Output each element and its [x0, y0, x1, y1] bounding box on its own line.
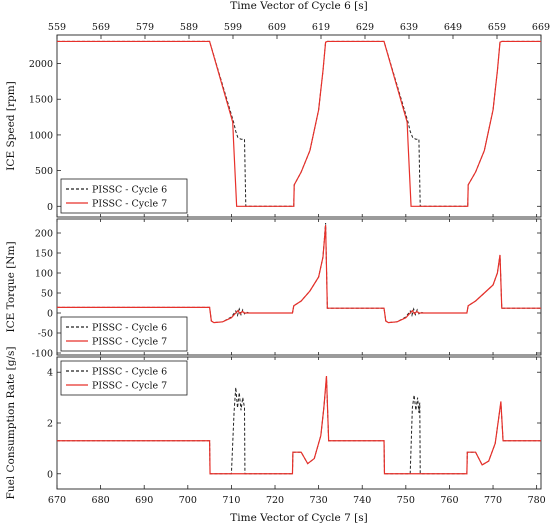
y-axis-title: ICE Torque [Nm]: [5, 241, 17, 332]
y-tick-label: 200: [35, 229, 53, 240]
y-axis-title: Fuel Consumption Rate [g/s]: [5, 347, 17, 500]
legend-label: PISSC - Cycle 6: [92, 185, 167, 196]
y-tick-label: -50: [38, 329, 53, 340]
y-tick-label: 0: [47, 202, 53, 213]
panel-2: -100 -50 0 50 100 150 200 ICE Torque [Nm] PISSC …: [5, 218, 542, 360]
bottom-axis-tick-label: 670: [48, 495, 66, 506]
y-tick-label: 2: [47, 419, 53, 430]
y-tick-label: 100: [35, 269, 53, 280]
bottom-axis-tick-label: 740: [353, 495, 371, 506]
top-axis-tick-label: 629: [356, 22, 374, 33]
top-axis-title: Time Vector of Cycle 6 [s]: [230, 0, 367, 12]
top-axis-tick-label: 589: [180, 22, 198, 33]
y-tick-label: 150: [35, 249, 53, 260]
bottom-axis-tick-label: 700: [179, 495, 197, 506]
legend-label: PISSC - Cycle 6: [92, 367, 167, 378]
top-axis-tick-label: 669: [532, 22, 550, 33]
legend: PISSC - Cycle 6 PISSC - Cycle 7: [60, 360, 188, 396]
y-tick-label: 0: [47, 469, 53, 480]
panel-frame: [56, 218, 542, 356]
legend-box: [60, 360, 188, 396]
series-line-2: [57, 40, 541, 207]
bottom-axis-tick-label: 760: [440, 495, 458, 506]
top-axis-tick-label: 649: [444, 22, 462, 33]
bottom-axis-tick-label: 730: [310, 495, 328, 506]
y-tick-label: 0: [47, 309, 53, 320]
panel-3: 0 2 4 Fuel Consumption Rate [g/s] PISSC - Cy…: [5, 347, 542, 500]
top-axis-tick-label: 599: [224, 22, 242, 33]
bottom-axis-tick-label: 680: [92, 495, 110, 506]
bottom-axis-tick-label: 780: [528, 495, 546, 506]
legend-box: [60, 316, 188, 352]
legend-label: PISSC - Cycle 7: [92, 337, 167, 348]
bottom-axis-tick-label: 690: [135, 495, 153, 506]
bottom-axis-tick-label: 710: [222, 495, 240, 506]
y-tick-label: 4: [47, 368, 53, 379]
y-tick-label: 50: [41, 289, 53, 300]
top-axis-tick-label: 559: [48, 22, 66, 33]
legend: PISSC - Cycle 6 PISSC - Cycle 7: [60, 178, 188, 214]
y-tick-label: -100: [32, 349, 53, 360]
y-axis-title: ICE Speed [rpm]: [5, 81, 17, 170]
bottom-axis-title: Time Vector of Cycle 7 [s]: [230, 512, 367, 524]
top-axis-tick-label: 619: [312, 22, 330, 33]
panel-frame: [56, 34, 542, 218]
y-tick-label: 500: [35, 166, 53, 177]
legend-box: [60, 178, 188, 214]
top-axis-tick-label: 609: [268, 22, 286, 33]
legend-label: PISSC - Cycle 7: [92, 199, 167, 210]
legend-label: PISSC - Cycle 7: [92, 381, 167, 392]
top-axis: Time Vector of Cycle 6 [s] 559 569 579 589 5…: [48, 0, 550, 39]
panel-1: 0 500 1000 1500 2000 ICE Speed [rpm] PISSC - C…: [5, 34, 542, 218]
top-axis-tick-label: 579: [136, 22, 154, 33]
legend-label: PISSC - Cycle 6: [92, 323, 167, 334]
legend: PISSC - Cycle 6 PISSC - Cycle 7: [60, 316, 188, 352]
bottom-axis-tick-label: 770: [484, 495, 502, 506]
top-axis-tick-label: 569: [92, 22, 110, 33]
top-axis-tick-label: 639: [400, 22, 418, 33]
series-line-2: [57, 375, 541, 475]
bottom-axis: Time Vector of Cycle 7 [s] 670 680 690 700 7…: [48, 485, 546, 524]
bottom-axis-tick-label: 720: [266, 495, 284, 506]
y-tick-label: 2000: [29, 59, 53, 70]
series-line-2: [57, 224, 541, 324]
y-tick-label: 1500: [29, 95, 53, 106]
bottom-axis-tick-label: 750: [397, 495, 415, 506]
y-tick-label: 1000: [29, 130, 53, 141]
top-axis-tick-label: 659: [488, 22, 506, 33]
